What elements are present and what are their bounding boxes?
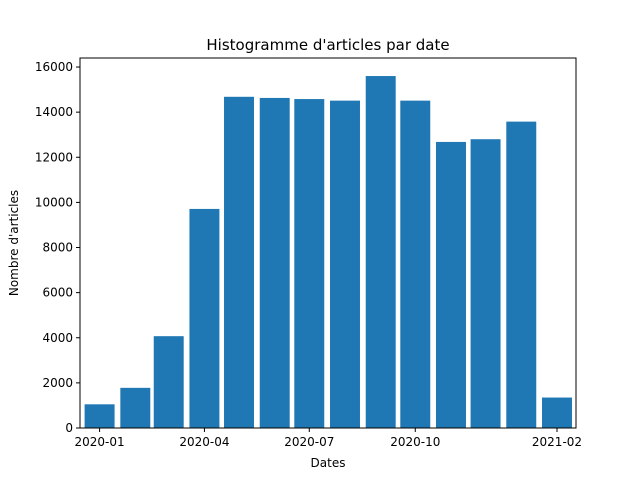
plot-frame — [79, 57, 577, 429]
y-tick-label: 14000 — [35, 105, 73, 119]
bar-2020-03 — [153, 336, 184, 428]
bar-2020-06 — [259, 97, 290, 429]
x-tick-label: 2020-04 — [179, 435, 229, 449]
bar-2020-02 — [120, 387, 151, 428]
x-tick-label: 2020-07 — [284, 435, 334, 449]
bar-2020-10 — [400, 100, 431, 428]
bar-2020-09 — [365, 76, 396, 429]
bar-2020-08 — [330, 100, 360, 428]
y-tick-label: 2000 — [42, 376, 73, 390]
y-tick-label: 16000 — [35, 60, 73, 74]
x-tick-label: 2020-01 — [75, 435, 125, 449]
y-tick-label: 8000 — [42, 241, 73, 255]
bar-2021-02 — [542, 397, 572, 428]
chart-title: Histogramme d'articles par date — [206, 36, 449, 54]
bar-2020-07 — [294, 99, 325, 428]
y-tick-label: 0 — [65, 421, 73, 435]
bars-group — [84, 76, 572, 429]
y-tick-label: 4000 — [42, 331, 73, 345]
x-tick-label: 2021-02 — [532, 435, 582, 449]
y-tick-label: 10000 — [35, 195, 73, 209]
bar-2020-01 — [84, 404, 115, 428]
y-tick-label: 6000 — [42, 286, 73, 300]
x-tick-label: 2020-10 — [390, 435, 440, 449]
bar-2020-05 — [224, 96, 254, 429]
bar-2021-01 — [506, 121, 537, 429]
x-axis: 2020-01 2020-04 2020-07 2020-10 2021-02 — [75, 428, 582, 449]
y-axis: 0 2000 4000 6000 8000 10000 12000 14000 16000 — [35, 60, 80, 435]
y-axis-label: Nombre d'articles — [7, 190, 21, 296]
x-axis-label: Dates — [311, 456, 346, 470]
bar-2020-04 — [189, 208, 220, 428]
bar-2020-12 — [470, 139, 501, 428]
y-tick-label: 12000 — [35, 150, 73, 164]
bar-2020-11 — [436, 141, 466, 428]
